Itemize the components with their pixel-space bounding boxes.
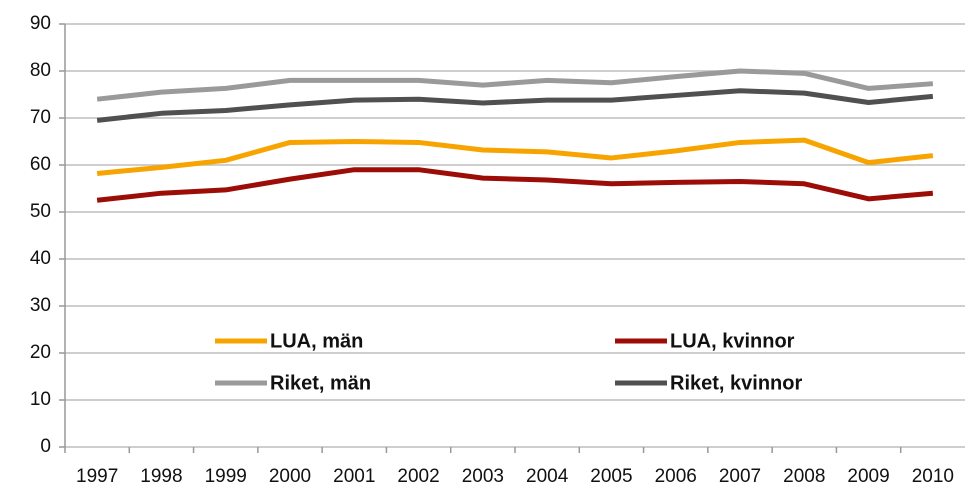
series-line (96, 68, 934, 102)
y-tick-label: 30 (30, 295, 51, 316)
x-tick-label: 2004 (526, 466, 569, 487)
x-tick-label: 2000 (269, 466, 311, 487)
legend-label: Riket, kvinnor (670, 372, 802, 394)
x-tick-label: 2003 (462, 466, 504, 487)
y-tick-label: 60 (30, 154, 51, 175)
x-tick-label: 2010 (912, 466, 954, 487)
y-tick-label: 50 (30, 201, 51, 222)
series-line (96, 137, 934, 176)
x-tick-label: 1998 (140, 466, 182, 487)
legend-label: LUA, kvinnor (670, 330, 795, 352)
x-tick-label: 1999 (205, 466, 247, 487)
x-tick-label: 2008 (783, 466, 825, 487)
y-tick-label: 20 (30, 342, 51, 363)
x-tick-label: 2002 (397, 466, 439, 487)
legend-label: Riket, män (270, 372, 371, 394)
y-tick-label: 0 (40, 436, 51, 457)
y-tick-label: 70 (30, 107, 51, 128)
y-tick-label: 90 (30, 13, 51, 34)
x-tick-label: 1997 (76, 466, 118, 487)
y-tick-label: 40 (30, 248, 51, 269)
x-tick-label: 2006 (655, 466, 697, 487)
x-tick-label: 2001 (333, 466, 375, 487)
x-tick-label: 2009 (847, 466, 889, 487)
x-tick-label: 2005 (590, 466, 632, 487)
y-tick-label: 10 (30, 389, 51, 410)
x-tick-label: 2007 (719, 466, 761, 487)
series-line (96, 167, 934, 203)
legend-label: LUA, män (270, 330, 363, 352)
y-tick-label: 80 (30, 60, 51, 81)
series-line (96, 88, 934, 123)
